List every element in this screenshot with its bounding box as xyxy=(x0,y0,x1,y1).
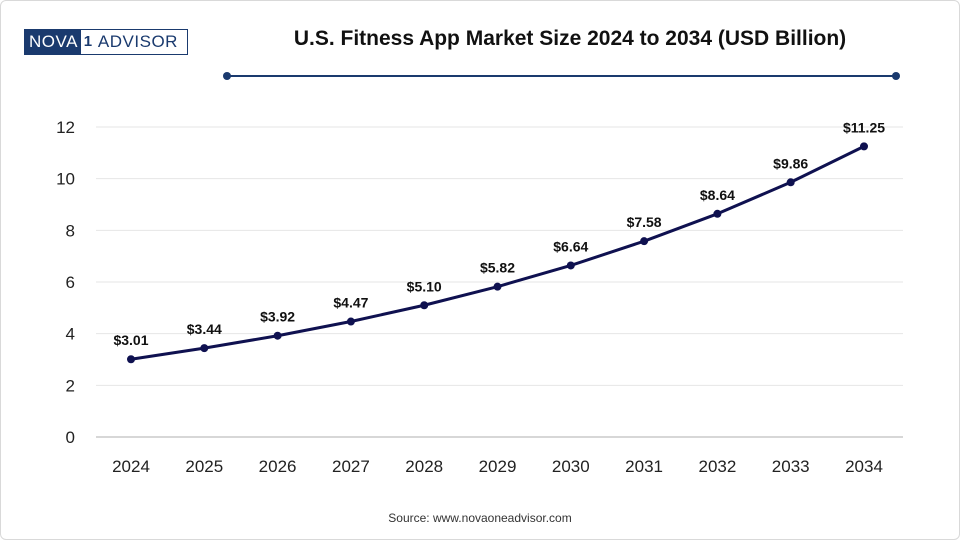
y-tick-label: 8 xyxy=(66,221,75,240)
grid-lines xyxy=(96,126,903,386)
x-tick-label: 2029 xyxy=(479,457,517,476)
data-point xyxy=(420,301,429,310)
logo-text-nova: NOVA xyxy=(25,30,81,54)
chart-title: U.S. Fitness App Market Size 2024 to 203… xyxy=(293,27,847,50)
data-label: $3.01 xyxy=(113,332,148,348)
data-point xyxy=(127,355,135,364)
data-point xyxy=(493,282,502,291)
x-tick-label: 2028 xyxy=(405,457,443,476)
series-layer xyxy=(127,142,868,364)
title-rule-dot-left xyxy=(223,72,231,80)
x-tick-label: 2024 xyxy=(112,457,150,476)
data-label: $7.58 xyxy=(627,214,662,230)
y-tick-label: 6 xyxy=(66,273,75,292)
data-label: $5.10 xyxy=(407,278,442,294)
x-tick-label: 2034 xyxy=(845,457,883,476)
data-point xyxy=(713,209,722,218)
title-divider xyxy=(223,72,900,80)
data-label: $8.64 xyxy=(700,187,735,203)
data-point xyxy=(566,261,575,270)
logo-badge-icon: 1 xyxy=(81,33,94,51)
data-point xyxy=(786,178,795,187)
y-tick-label: 2 xyxy=(66,376,75,395)
x-tick-label: 2026 xyxy=(259,457,297,476)
data-label: $3.44 xyxy=(187,321,222,337)
y-tick-label: 0 xyxy=(66,428,75,447)
brand-logo: NOVA 1 ADVISOR xyxy=(24,29,188,55)
data-point xyxy=(273,331,282,340)
x-tick-label: 2032 xyxy=(698,457,736,476)
source-note: Source: www.novaoneadvisor.com xyxy=(388,511,572,525)
data-label: $6.64 xyxy=(553,238,588,254)
data-point xyxy=(200,344,209,353)
x-tick-label: 2031 xyxy=(625,457,663,476)
data-label: $4.47 xyxy=(333,295,368,311)
x-tick-label: 2025 xyxy=(185,457,223,476)
y-tick-label: 12 xyxy=(56,118,75,137)
data-point xyxy=(640,237,649,246)
data-point xyxy=(346,317,355,326)
data-labels: $3.01 $3.44 $3.92 $4.47 $5.10 $5.82 $6.64 $7.58… xyxy=(113,119,885,348)
title-rule-dot-right xyxy=(892,72,900,80)
axes: 0 2 4 6 8 10 12 2024 2025 2026 2027 2028 2029 2030 203… xyxy=(56,118,903,476)
data-label: $9.86 xyxy=(773,155,808,171)
y-tick-label: 10 xyxy=(56,170,75,189)
y-tick-label: 4 xyxy=(66,325,75,344)
x-tick-label: 2033 xyxy=(772,457,810,476)
data-label: $3.92 xyxy=(260,309,295,325)
data-label: $11.25 xyxy=(843,119,885,135)
x-tick-label: 2027 xyxy=(332,457,370,476)
logo-text-advisor: ADVISOR xyxy=(94,30,182,54)
data-point xyxy=(860,142,868,151)
x-tick-label: 2030 xyxy=(552,457,590,476)
data-label: $5.82 xyxy=(480,260,515,276)
